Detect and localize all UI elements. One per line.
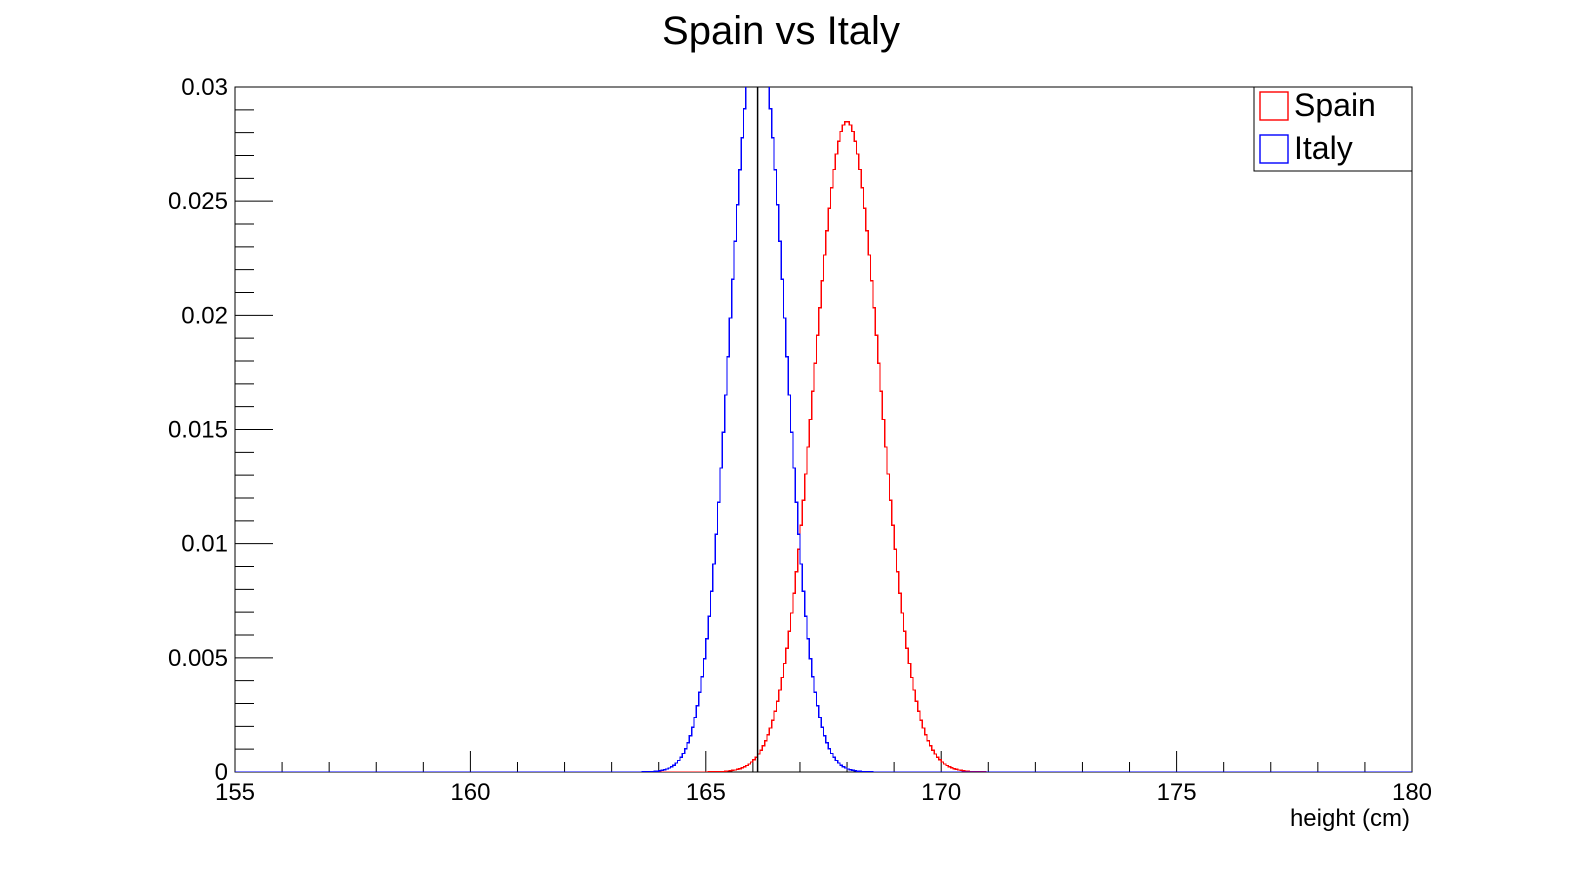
legend: Spain Italy [1253, 86, 1413, 172]
y-tick-label-5: 0.025 [168, 188, 228, 215]
y-tick-label-2: 0.01 [181, 531, 228, 558]
chart-title: Spain vs Italy [662, 9, 900, 53]
x-tick-label-3: 170 [921, 779, 961, 806]
x-tick-label-5: 180 [1392, 779, 1432, 806]
x-tick-label-1: 160 [450, 779, 490, 806]
series-spain-histogram [235, 121, 1412, 772]
y-tick-label-4: 0.02 [181, 302, 228, 329]
x-tick-label-0: 155 [215, 779, 255, 806]
x-tick-label-4: 175 [1157, 779, 1197, 806]
legend-swatch-spain [1259, 91, 1289, 121]
x-axis: 155 160 165 170 175 180 [215, 751, 1432, 806]
legend-items: Spain Italy [1259, 87, 1376, 166]
series-italy-histogram [235, 87, 1412, 772]
legend-label-spain: Spain [1294, 87, 1376, 123]
y-tick-label-6: 0.03 [181, 74, 228, 101]
histograms [235, 87, 1412, 772]
x-axis-label: height (cm) [1290, 805, 1410, 832]
y-axis: 0 0.005 0.01 0.015 0.02 0.025 0.03 [168, 74, 273, 786]
legend-swatch-italy [1259, 134, 1289, 164]
x-tick-label-2: 165 [686, 779, 726, 806]
y-tick-label-1: 0.005 [168, 645, 228, 672]
y-tick-label-3: 0.015 [168, 417, 228, 444]
y-tick-label-0: 0 [215, 759, 228, 786]
legend-label-italy: Italy [1294, 130, 1353, 166]
plot-frame [234, 86, 1413, 773]
